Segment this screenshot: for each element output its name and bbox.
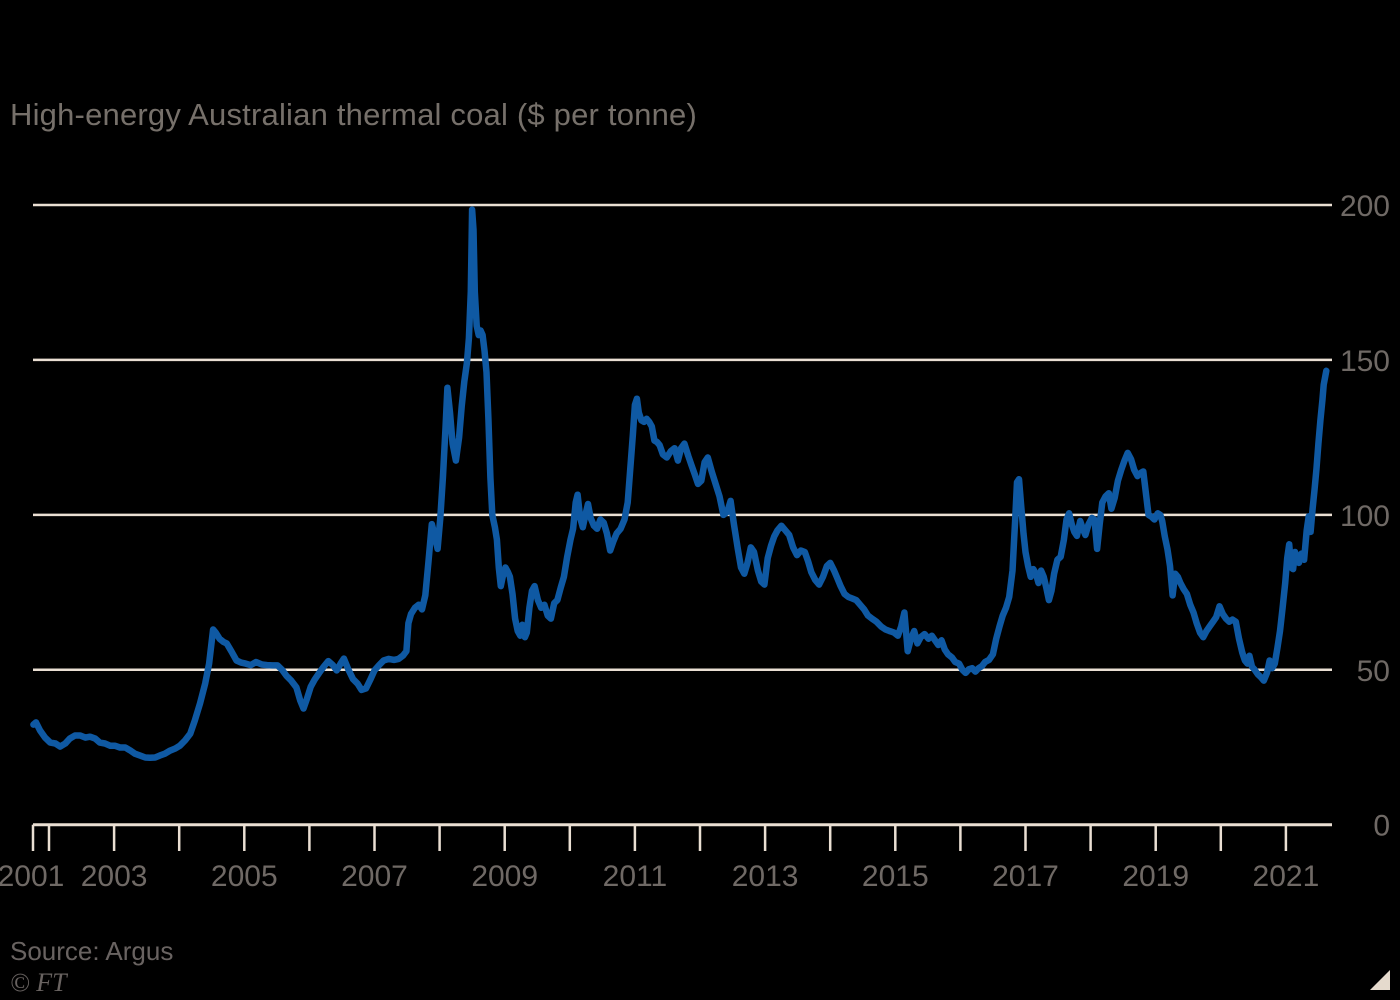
x-axis-label-2021: 2021 <box>1253 860 1320 893</box>
x-axis-label-2013: 2013 <box>732 860 799 893</box>
y-axis-label-200: 200 <box>1340 190 1390 223</box>
y-axis-label-100: 100 <box>1340 500 1390 533</box>
source-credit: Source: Argus <box>10 936 174 966</box>
x-axis-label-2009: 2009 <box>471 860 538 893</box>
x-axis-label-2015: 2015 <box>862 860 929 893</box>
x-axis-label-2003: 2003 <box>81 860 148 893</box>
y-axis-label-150: 150 <box>1340 345 1390 378</box>
chart-title: High-energy Australian thermal coal ($ p… <box>10 97 697 132</box>
x-axis-label-2001: 2001 <box>0 860 64 893</box>
corner-triangle-decoration <box>1370 970 1390 990</box>
x-axis-label-2005: 2005 <box>211 860 278 893</box>
x-axis-label-2007: 2007 <box>341 860 408 893</box>
y-axis-label-50: 50 <box>1357 655 1390 688</box>
x-axis-label-2011: 2011 <box>603 860 668 893</box>
x-axis-label-2017: 2017 <box>992 860 1059 893</box>
y-axis-label-0: 0 <box>1373 810 1390 843</box>
x-axis-label-2019: 2019 <box>1122 860 1189 893</box>
ft-copyright: © FT <box>10 968 67 997</box>
price-line-series <box>30 206 1330 762</box>
